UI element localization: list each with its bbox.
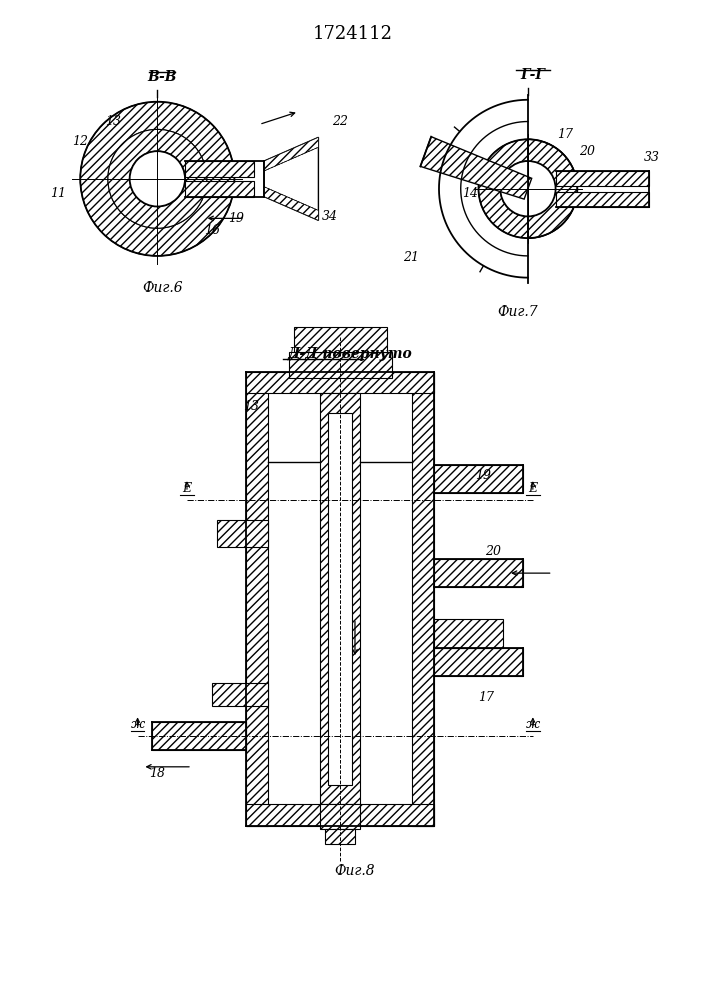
- Circle shape: [129, 151, 185, 207]
- Bar: [320, 393, 360, 804]
- Bar: [412, 372, 434, 826]
- Bar: [246, 804, 434, 826]
- Circle shape: [479, 139, 578, 238]
- Text: 22: 22: [332, 115, 348, 128]
- Circle shape: [501, 161, 556, 216]
- Text: 17: 17: [479, 691, 494, 704]
- Circle shape: [129, 151, 185, 207]
- Wedge shape: [528, 139, 578, 238]
- Bar: [185, 161, 255, 177]
- Text: ж: ж: [131, 718, 145, 731]
- Text: 33: 33: [643, 151, 660, 164]
- Text: E: E: [182, 482, 192, 495]
- Text: 34: 34: [322, 210, 338, 223]
- Circle shape: [108, 129, 206, 228]
- Bar: [211, 683, 268, 706]
- Bar: [293, 327, 387, 352]
- Polygon shape: [264, 137, 318, 171]
- Bar: [246, 372, 434, 393]
- Text: 14: 14: [462, 187, 479, 200]
- Text: E: E: [528, 482, 537, 495]
- Polygon shape: [264, 137, 318, 220]
- Polygon shape: [264, 187, 318, 220]
- Bar: [434, 465, 523, 493]
- Text: Фиг.8: Фиг.8: [334, 864, 375, 878]
- Text: 20: 20: [579, 145, 595, 158]
- Text: Д-Д повернуто: Д-Д повернуто: [288, 347, 412, 361]
- Text: 20: 20: [485, 545, 501, 558]
- Bar: [434, 559, 523, 587]
- Bar: [556, 192, 650, 207]
- Bar: [325, 829, 355, 844]
- Text: Фиг.7: Фиг.7: [498, 305, 538, 319]
- Text: 17: 17: [558, 128, 573, 141]
- Text: 21: 21: [403, 251, 419, 264]
- Text: Г-Г: Г-Г: [520, 68, 545, 82]
- Text: 16: 16: [204, 224, 220, 237]
- Text: Фиг.6: Фиг.6: [142, 281, 182, 295]
- Text: 13: 13: [105, 115, 121, 128]
- Text: 18: 18: [149, 767, 165, 780]
- Bar: [246, 372, 268, 826]
- Polygon shape: [421, 137, 532, 199]
- Bar: [434, 619, 503, 648]
- Text: ж: ж: [526, 718, 540, 731]
- Bar: [434, 648, 523, 676]
- Bar: [153, 722, 246, 750]
- Text: 13: 13: [243, 400, 259, 413]
- Bar: [320, 804, 360, 829]
- Text: 12: 12: [72, 135, 88, 148]
- Text: B-B: B-B: [148, 70, 177, 84]
- Text: 19: 19: [228, 212, 245, 225]
- Circle shape: [501, 161, 556, 216]
- Text: 1724112: 1724112: [313, 25, 393, 43]
- Bar: [328, 413, 352, 785]
- Text: 19: 19: [475, 469, 491, 482]
- Bar: [288, 352, 392, 378]
- Bar: [216, 520, 268, 547]
- Circle shape: [81, 102, 235, 256]
- Circle shape: [108, 129, 206, 228]
- Bar: [556, 171, 650, 186]
- Bar: [185, 181, 255, 197]
- Text: 11: 11: [50, 187, 66, 200]
